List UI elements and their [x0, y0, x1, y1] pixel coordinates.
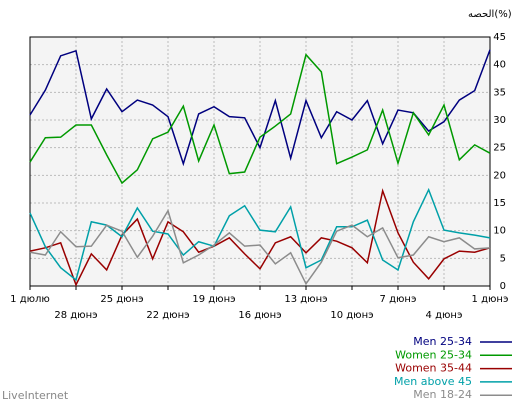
legend-label: Men above 45	[394, 375, 472, 388]
y-axis-label: الحصه(%)	[468, 9, 512, 20]
x-tick-label: 19 дюнэ	[192, 294, 235, 305]
y-tick-label: 25	[493, 143, 506, 154]
y-tick-label: 20	[493, 170, 506, 181]
x-tick-label: 4 дюнэ	[426, 310, 463, 321]
y-tick-label: 45	[493, 32, 506, 43]
y-tick-label: 30	[493, 115, 506, 126]
y-tick-label: 40	[493, 60, 506, 71]
x-tick-label: 7 дюнэ	[380, 294, 417, 305]
series-line	[29, 188, 491, 287]
legend-label: Men 25-34	[413, 335, 472, 348]
x-tick-label: 1 дюлю	[10, 294, 50, 305]
x-tick-label: 28 дюнэ	[54, 310, 97, 321]
y-tick-label: 5	[500, 253, 506, 264]
legend-label: Women 25-34	[395, 348, 472, 361]
x-tick-label: 1 дюнэ	[472, 294, 509, 305]
y-tick-label: 0	[500, 281, 506, 292]
x-tick-label: 16 дюнэ	[238, 310, 281, 321]
legend-label: Men 18-24	[413, 388, 472, 401]
watermark: LiveInternet	[2, 389, 69, 402]
y-tick-label: 10	[493, 226, 506, 237]
y-tick-label: 15	[493, 198, 506, 209]
x-tick-label: 22 дюнэ	[146, 310, 189, 321]
legend-label: Women 35-44	[395, 362, 472, 375]
x-tick-label: 13 дюнэ	[284, 294, 327, 305]
y-tick-label: 35	[493, 87, 506, 98]
x-tick-label: 10 дюнэ	[330, 310, 373, 321]
series-line	[29, 53, 491, 185]
series-line	[29, 208, 491, 286]
x-tick-label: 25 дюнэ	[100, 294, 143, 305]
